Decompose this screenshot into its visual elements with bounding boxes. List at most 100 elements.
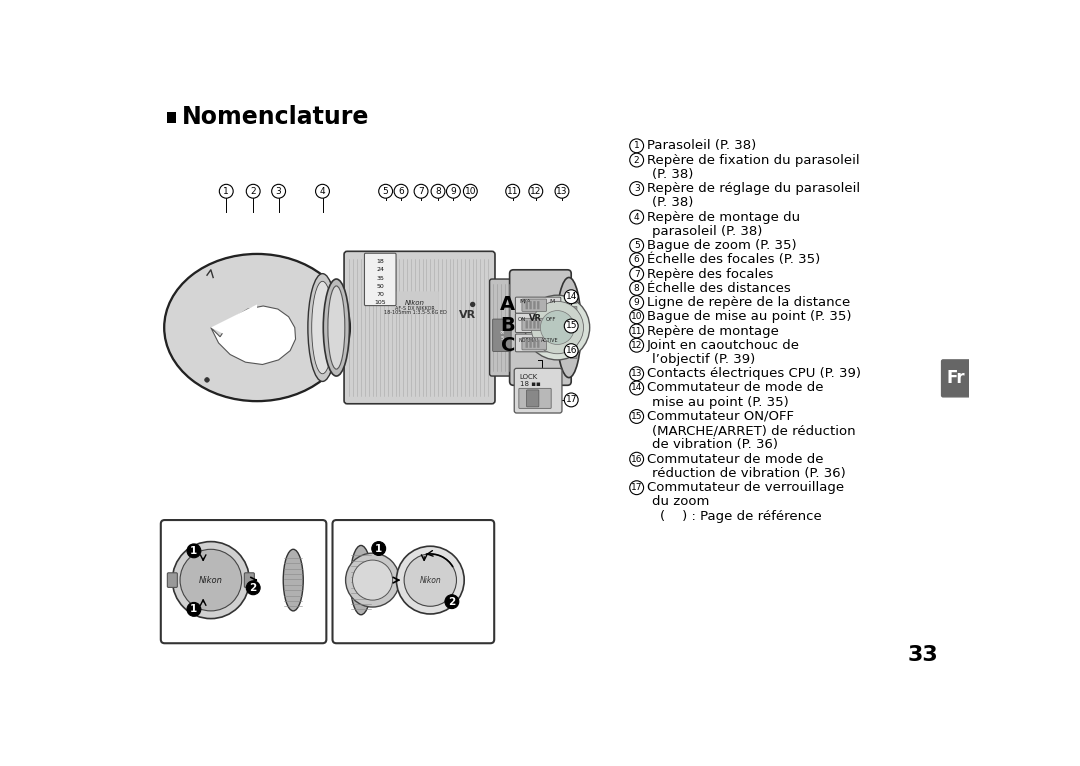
Text: (P. 38): (P. 38) xyxy=(652,196,693,209)
Text: Nomenclature: Nomenclature xyxy=(181,106,369,129)
Text: de vibration (P. 36): de vibration (P. 36) xyxy=(652,438,778,451)
Text: Repère de réglage du parasoleil: Repère de réglage du parasoleil xyxy=(647,182,860,195)
Text: Repère de montage: Repère de montage xyxy=(647,325,779,338)
FancyBboxPatch shape xyxy=(522,299,546,311)
Text: Bague de zoom (P. 35): Bague de zoom (P. 35) xyxy=(647,239,796,252)
Text: 1: 1 xyxy=(224,187,229,196)
Ellipse shape xyxy=(312,281,334,374)
Text: 5: 5 xyxy=(382,187,389,196)
Circle shape xyxy=(246,185,260,198)
FancyBboxPatch shape xyxy=(570,306,577,313)
Circle shape xyxy=(445,594,459,609)
Text: 16: 16 xyxy=(566,346,577,355)
FancyBboxPatch shape xyxy=(534,320,536,329)
Text: 1: 1 xyxy=(634,141,639,150)
Circle shape xyxy=(414,185,428,198)
Circle shape xyxy=(446,185,460,198)
Text: Fr: Fr xyxy=(947,369,966,388)
Text: Contacts électriques CPU (P. 39): Contacts électriques CPU (P. 39) xyxy=(647,367,861,380)
Text: 4: 4 xyxy=(634,212,639,221)
Text: M: M xyxy=(550,299,555,304)
Circle shape xyxy=(219,185,233,198)
Circle shape xyxy=(404,554,457,606)
Text: NORMAL: NORMAL xyxy=(518,338,539,343)
FancyBboxPatch shape xyxy=(167,573,177,588)
Text: ∞
5: ∞ 5 xyxy=(500,330,504,341)
Text: 7: 7 xyxy=(634,270,639,279)
Ellipse shape xyxy=(350,545,372,615)
Text: C: C xyxy=(501,336,515,355)
Circle shape xyxy=(630,452,644,466)
Text: 11: 11 xyxy=(631,326,643,336)
Text: 12: 12 xyxy=(530,187,541,196)
Circle shape xyxy=(372,542,386,555)
FancyBboxPatch shape xyxy=(391,291,438,315)
Text: 1: 1 xyxy=(375,544,382,554)
Text: M/A: M/A xyxy=(519,299,531,304)
Text: 15: 15 xyxy=(566,322,577,330)
FancyBboxPatch shape xyxy=(515,313,561,332)
Text: AF-S DX NIKKOR: AF-S DX NIKKOR xyxy=(395,306,435,311)
Text: l’objectif (P. 39): l’objectif (P. 39) xyxy=(652,353,755,366)
FancyBboxPatch shape xyxy=(570,325,577,331)
Text: 13: 13 xyxy=(556,187,568,196)
Circle shape xyxy=(630,296,644,309)
Text: OFF: OFF xyxy=(546,317,556,322)
Circle shape xyxy=(346,553,400,607)
FancyBboxPatch shape xyxy=(515,334,561,352)
Circle shape xyxy=(564,344,578,358)
FancyBboxPatch shape xyxy=(515,297,561,313)
Text: ON: ON xyxy=(518,317,526,322)
Text: du zoom: du zoom xyxy=(652,496,710,509)
Text: 6: 6 xyxy=(399,187,404,196)
Circle shape xyxy=(630,309,644,324)
Polygon shape xyxy=(211,306,296,365)
Text: LOCK: LOCK xyxy=(519,374,538,380)
Text: 8: 8 xyxy=(435,187,441,196)
Text: 9: 9 xyxy=(634,298,639,307)
Text: 7: 7 xyxy=(418,187,424,196)
Text: Nikon: Nikon xyxy=(419,575,441,584)
Text: 13: 13 xyxy=(631,369,643,378)
Text: mise au point (P. 35): mise au point (P. 35) xyxy=(652,396,788,409)
Text: Parasoleil (P. 38): Parasoleil (P. 38) xyxy=(647,139,756,152)
FancyBboxPatch shape xyxy=(364,254,396,306)
Circle shape xyxy=(352,560,392,600)
Text: 2: 2 xyxy=(448,597,456,607)
FancyBboxPatch shape xyxy=(510,270,571,385)
FancyBboxPatch shape xyxy=(526,339,528,348)
Text: 33: 33 xyxy=(908,645,939,665)
Text: 17: 17 xyxy=(631,483,643,493)
Text: 3: 3 xyxy=(275,187,282,196)
FancyBboxPatch shape xyxy=(244,573,255,588)
Circle shape xyxy=(205,378,210,382)
FancyBboxPatch shape xyxy=(570,316,577,322)
Text: B: B xyxy=(500,316,515,336)
Text: 17: 17 xyxy=(566,395,577,404)
Text: 2: 2 xyxy=(634,155,639,165)
Circle shape xyxy=(394,185,408,198)
Text: Ligne de repère de la distance: Ligne de repère de la distance xyxy=(647,296,850,309)
Circle shape xyxy=(431,185,445,198)
FancyBboxPatch shape xyxy=(522,338,546,350)
Text: 4: 4 xyxy=(320,187,325,196)
Text: 9: 9 xyxy=(450,187,456,196)
Text: Échelle des focales (P. 35): Échelle des focales (P. 35) xyxy=(647,254,820,267)
Circle shape xyxy=(630,238,644,253)
Circle shape xyxy=(630,281,644,295)
Ellipse shape xyxy=(283,549,303,611)
Text: 15: 15 xyxy=(631,412,643,421)
Text: 18 ▪▪: 18 ▪▪ xyxy=(519,381,540,387)
Circle shape xyxy=(505,185,519,198)
FancyBboxPatch shape xyxy=(514,368,562,413)
Text: 10: 10 xyxy=(464,187,476,196)
Circle shape xyxy=(564,290,578,303)
FancyBboxPatch shape xyxy=(537,339,540,348)
Text: 50: 50 xyxy=(376,284,384,290)
Text: 70: 70 xyxy=(376,292,384,297)
Text: Joint en caoutchouc de: Joint en caoutchouc de xyxy=(647,339,799,352)
Text: Commutateur de mode de: Commutateur de mode de xyxy=(647,381,823,394)
Circle shape xyxy=(272,185,285,198)
FancyBboxPatch shape xyxy=(570,334,577,340)
Circle shape xyxy=(630,153,644,167)
